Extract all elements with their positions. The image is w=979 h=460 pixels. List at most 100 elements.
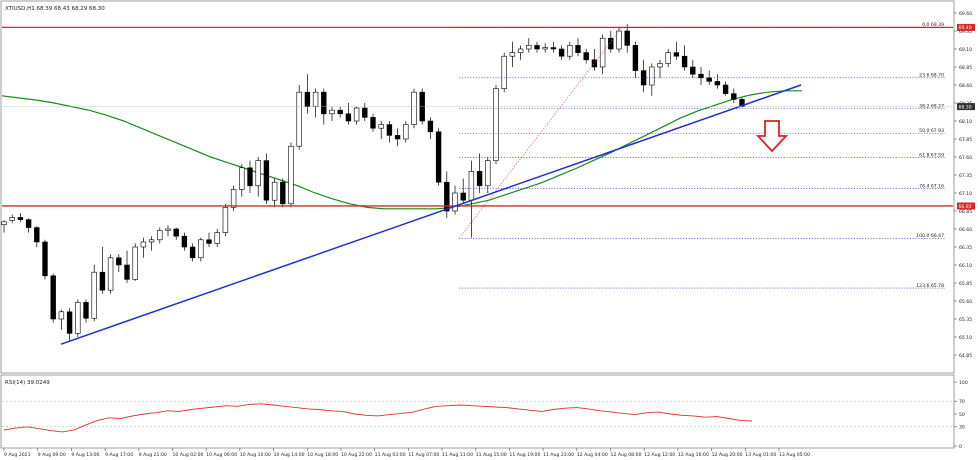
candle [542, 43, 548, 53]
candle [378, 121, 384, 139]
candle [722, 81, 729, 96]
x-tick-label: 10 Aug 18:00 [307, 452, 338, 458]
candle-body [731, 93, 737, 100]
rsi-tick-label: 30 [959, 425, 965, 431]
support-line-price-label: 66.92 [959, 204, 972, 210]
rsi-tick-label: 70 [959, 399, 965, 405]
candle-body [329, 109, 335, 115]
candle [329, 106, 335, 121]
x-tick-label: 13 Aug 01:00 [745, 452, 776, 458]
candle-body [312, 91, 319, 107]
candle-body [165, 228, 171, 231]
price-tick-label: 69.60 [959, 11, 972, 17]
candle-body [321, 91, 327, 115]
candle [91, 265, 97, 322]
candle [370, 113, 376, 132]
symbol-label: XTIUSD,H1 68.39 68.43 68.29 68.30 [5, 6, 105, 12]
candle [271, 178, 278, 208]
candle [362, 103, 368, 121]
candles-layer [1, 23, 745, 341]
candle-body [34, 227, 40, 243]
candle-body [534, 45, 540, 50]
candle [255, 157, 261, 197]
candle-body [304, 91, 311, 107]
candle-body [435, 131, 442, 183]
price-tick-label: 66.10 [959, 263, 972, 269]
candle [394, 128, 401, 147]
candle [58, 309, 65, 330]
candle-body [362, 107, 368, 118]
candle [189, 243, 196, 262]
candle-body [75, 302, 81, 334]
candle-body [181, 235, 188, 248]
candle-body [263, 160, 270, 201]
candle [714, 74, 721, 89]
price-tick-label: 67.10 [959, 191, 972, 197]
rsi-layer [3, 403, 753, 433]
candle [673, 41, 680, 60]
candle [99, 247, 106, 294]
candle-body [214, 232, 220, 244]
candle [206, 232, 212, 247]
candle-body [542, 47, 548, 50]
moving-average-layer [1, 90, 802, 210]
candle-body [58, 311, 65, 320]
candle [476, 153, 483, 193]
candle-body [558, 48, 565, 57]
candle [140, 237, 147, 258]
candle [608, 31, 614, 53]
candle [353, 106, 360, 125]
candle [214, 229, 220, 247]
candle-body [444, 181, 450, 212]
candle-body [107, 257, 114, 291]
x-tick-label: 12 Aug 04:00 [577, 452, 608, 458]
candle-body [271, 181, 278, 201]
fib-anchor-line [458, 27, 623, 239]
candle [107, 254, 114, 294]
candle-body [288, 145, 294, 205]
candle-body [722, 84, 729, 94]
candle [460, 178, 466, 204]
candle [239, 164, 245, 197]
candle [558, 45, 565, 60]
price-tick-label: 66.35 [959, 245, 972, 251]
candle [75, 299, 81, 337]
candle-body [673, 52, 680, 57]
candle [649, 63, 655, 96]
price-tick-label: 64.85 [959, 353, 972, 359]
candle [681, 45, 688, 71]
candle [591, 49, 598, 71]
candle [690, 59, 696, 78]
candle-body [649, 66, 655, 86]
candle-body [353, 107, 360, 122]
candle-body [452, 192, 458, 212]
candle-body [66, 311, 73, 334]
x-tick-label: 10 Aug 22:00 [341, 452, 372, 458]
resistance-line-price-label: 69.40 [959, 25, 972, 31]
price-tick-label: 66.60 [959, 227, 972, 233]
candle [50, 273, 56, 323]
candle-body [255, 160, 261, 187]
candle [501, 52, 507, 93]
candle [124, 250, 130, 283]
candle-body [280, 181, 286, 205]
candle [517, 45, 524, 60]
rsi-line [3, 403, 753, 433]
x-tick-label: 11 Aug 03:00 [375, 452, 406, 458]
candle-body [411, 91, 417, 125]
x-tick-label: 9 Aug 13:00 [71, 452, 99, 458]
candle-body [485, 160, 491, 187]
price-tick-label: 68.60 [959, 83, 972, 89]
candle [34, 226, 40, 247]
price-tick-label: 69.35 [959, 29, 972, 35]
price-tick-label: 68.10 [959, 119, 972, 125]
price-tick-label: 67.60 [959, 155, 972, 161]
candle [116, 254, 122, 273]
candle [165, 225, 171, 237]
candle [485, 157, 491, 193]
candle-body [427, 120, 434, 133]
candle-body [206, 239, 212, 244]
candle-body [173, 228, 179, 237]
candle-body [25, 219, 32, 228]
